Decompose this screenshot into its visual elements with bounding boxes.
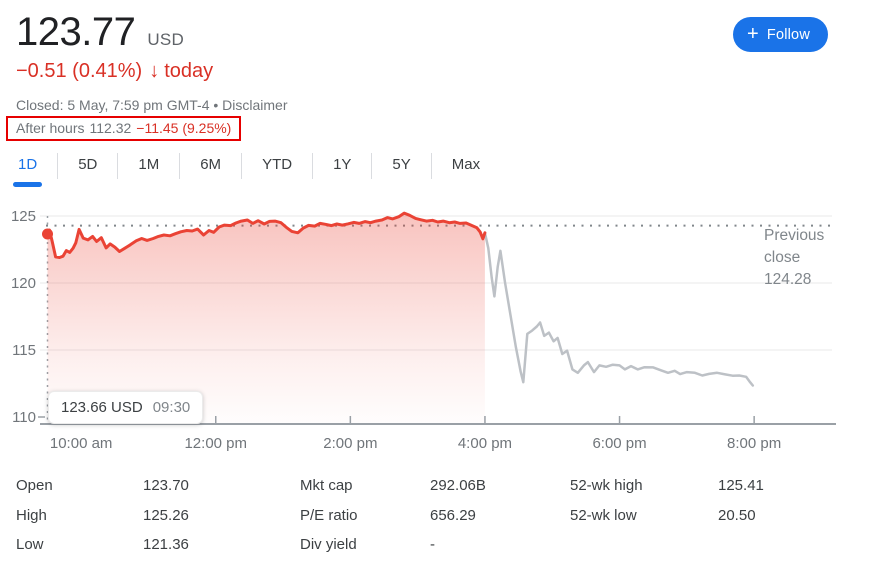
price-marker-dot [42, 228, 53, 240]
current-price: 123.77 [16, 10, 136, 54]
after-hours-annotation-box: After hours 112.32 −11.45 (9.25%) [6, 116, 242, 141]
x-tick-label: 8:00 pm [727, 435, 781, 452]
stat-row-low: Low 121.36 [16, 536, 189, 554]
active-tab-indicator [13, 182, 43, 187]
price-change-period: today [164, 60, 214, 82]
after-hours-label: After hours [16, 120, 85, 136]
tab-1d[interactable]: 1D [13, 153, 43, 187]
y-tick-label: 125 [11, 208, 36, 225]
y-tick-label: 110 [12, 409, 36, 426]
price-line [46, 211, 487, 259]
tab-1m[interactable]: 1M [138, 156, 160, 173]
plus-icon: + [747, 22, 759, 45]
tab-divider [371, 153, 373, 179]
stat-row-high: High 125.26 [16, 506, 189, 524]
disclaimer-link[interactable]: Disclaimer [222, 97, 288, 113]
tab-5d[interactable]: 5D [78, 156, 98, 173]
x-tick-label: 6:00 pm [592, 435, 646, 452]
stat-row-pe-ratio: P/E ratio 656.29 [300, 506, 476, 524]
market-status-text: Closed: 5 May, 7:59 pm GMT-4 [16, 97, 210, 113]
tab-6m[interactable]: 6M [200, 156, 222, 173]
currency-code: USD [147, 30, 185, 49]
tab-divider [241, 153, 243, 179]
separator-dot: • [213, 97, 219, 113]
stat-row-open: Open 123.70 [16, 477, 189, 495]
tab-divider [57, 153, 59, 179]
after-hours-price: 112.32 [89, 120, 132, 136]
y-tick-label: 115 [12, 342, 36, 359]
x-tick-label: 12:00 pm [184, 435, 247, 452]
chart-tooltip: 123.66 USD 09:30 [48, 391, 204, 424]
tab-ytd[interactable]: YTD [262, 156, 293, 173]
stat-row-mkt-cap: Mkt cap 292.06B [300, 477, 486, 495]
tab-divider [179, 153, 181, 179]
quote-header: 123.77 USD −0.51 (0.41%) ↓ today Closed: 5… [0, 0, 884, 141]
tab-5y[interactable]: 5Y [392, 156, 411, 173]
arrow-down-icon: ↓ [149, 60, 160, 82]
area-fill [47, 213, 485, 424]
range-tab-bar: 1D 5D 1M 6M YTD 1Y 5Y Max [0, 153, 884, 187]
x-tick-label: 10:00 am [50, 435, 113, 452]
key-stats-table: Open 123.70 High 125.26 Low 121.36 Mkt c… [0, 471, 884, 560]
previous-close-label: Previous close 124.28 [764, 227, 825, 288]
price-chart-svg: 125 120 115 110 10:00 am 12:00 pm 2:00 pm 4:00 … [11, 208, 836, 452]
y-tick-label: 120 [11, 275, 36, 292]
stat-row-div-yield: Div yield - [300, 536, 435, 554]
follow-button[interactable]: + Follow [733, 17, 828, 52]
follow-button-label: Follow [766, 26, 810, 43]
after-hours-line [483, 231, 755, 387]
tab-1y[interactable]: 1Y [333, 156, 352, 173]
after-hours-change: −11.45 (9.25%) [136, 120, 232, 136]
x-tick-label: 4:00 pm [458, 435, 512, 452]
tab-max[interactable]: Max [451, 156, 481, 173]
tab-divider [312, 153, 314, 179]
price-change-row: −0.51 (0.41%) ↓ today [16, 58, 868, 84]
x-tick-label: 2:00 pm [323, 435, 377, 452]
market-status-row: Closed: 5 May, 7:59 pm GMT-4 • Disclaime… [16, 96, 868, 114]
tab-divider [117, 153, 119, 179]
tooltip-price: 123.66 USD [61, 399, 143, 416]
price-change-value: −0.51 (0.41%) [16, 60, 143, 82]
stat-row-52wk-low: 52-wk low 20.50 [570, 506, 756, 524]
price-chart[interactable]: 125 120 115 110 10:00 am 12:00 pm 2:00 pm 4:00 … [0, 199, 884, 463]
tab-divider [430, 153, 432, 179]
tooltip-time: 09:30 [152, 399, 191, 416]
stat-row-52wk-high: 52-wk high 125.41 [570, 477, 764, 495]
